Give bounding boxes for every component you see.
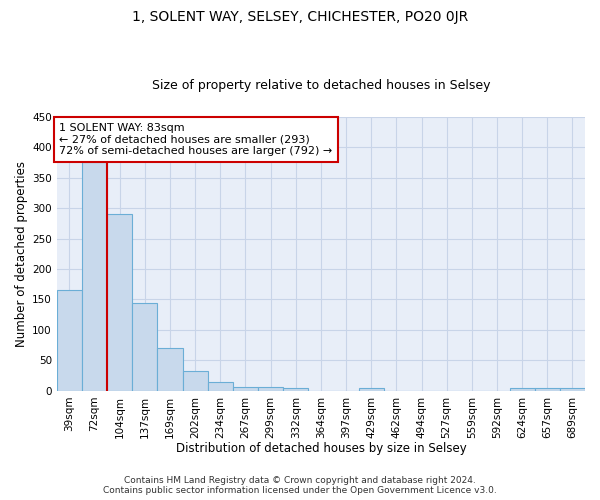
Bar xyxy=(157,348,182,391)
Y-axis label: Number of detached properties: Number of detached properties xyxy=(15,161,28,347)
Bar xyxy=(182,370,208,391)
Bar xyxy=(560,388,585,391)
Bar xyxy=(107,214,132,391)
Text: 1, SOLENT WAY, SELSEY, CHICHESTER, PO20 0JR: 1, SOLENT WAY, SELSEY, CHICHESTER, PO20 … xyxy=(132,10,468,24)
Bar xyxy=(233,386,258,391)
Bar xyxy=(82,162,107,391)
Text: 1 SOLENT WAY: 83sqm
← 27% of detached houses are smaller (293)
72% of semi-detac: 1 SOLENT WAY: 83sqm ← 27% of detached ho… xyxy=(59,123,332,156)
Bar xyxy=(258,387,283,391)
Bar xyxy=(359,388,384,391)
Bar xyxy=(57,290,82,391)
Bar xyxy=(208,382,233,391)
Bar xyxy=(509,388,535,391)
Bar xyxy=(535,388,560,391)
X-axis label: Distribution of detached houses by size in Selsey: Distribution of detached houses by size … xyxy=(176,442,466,455)
Title: Size of property relative to detached houses in Selsey: Size of property relative to detached ho… xyxy=(152,79,490,92)
Bar xyxy=(283,388,308,391)
Text: Contains HM Land Registry data © Crown copyright and database right 2024.
Contai: Contains HM Land Registry data © Crown c… xyxy=(103,476,497,495)
Bar xyxy=(132,302,157,391)
